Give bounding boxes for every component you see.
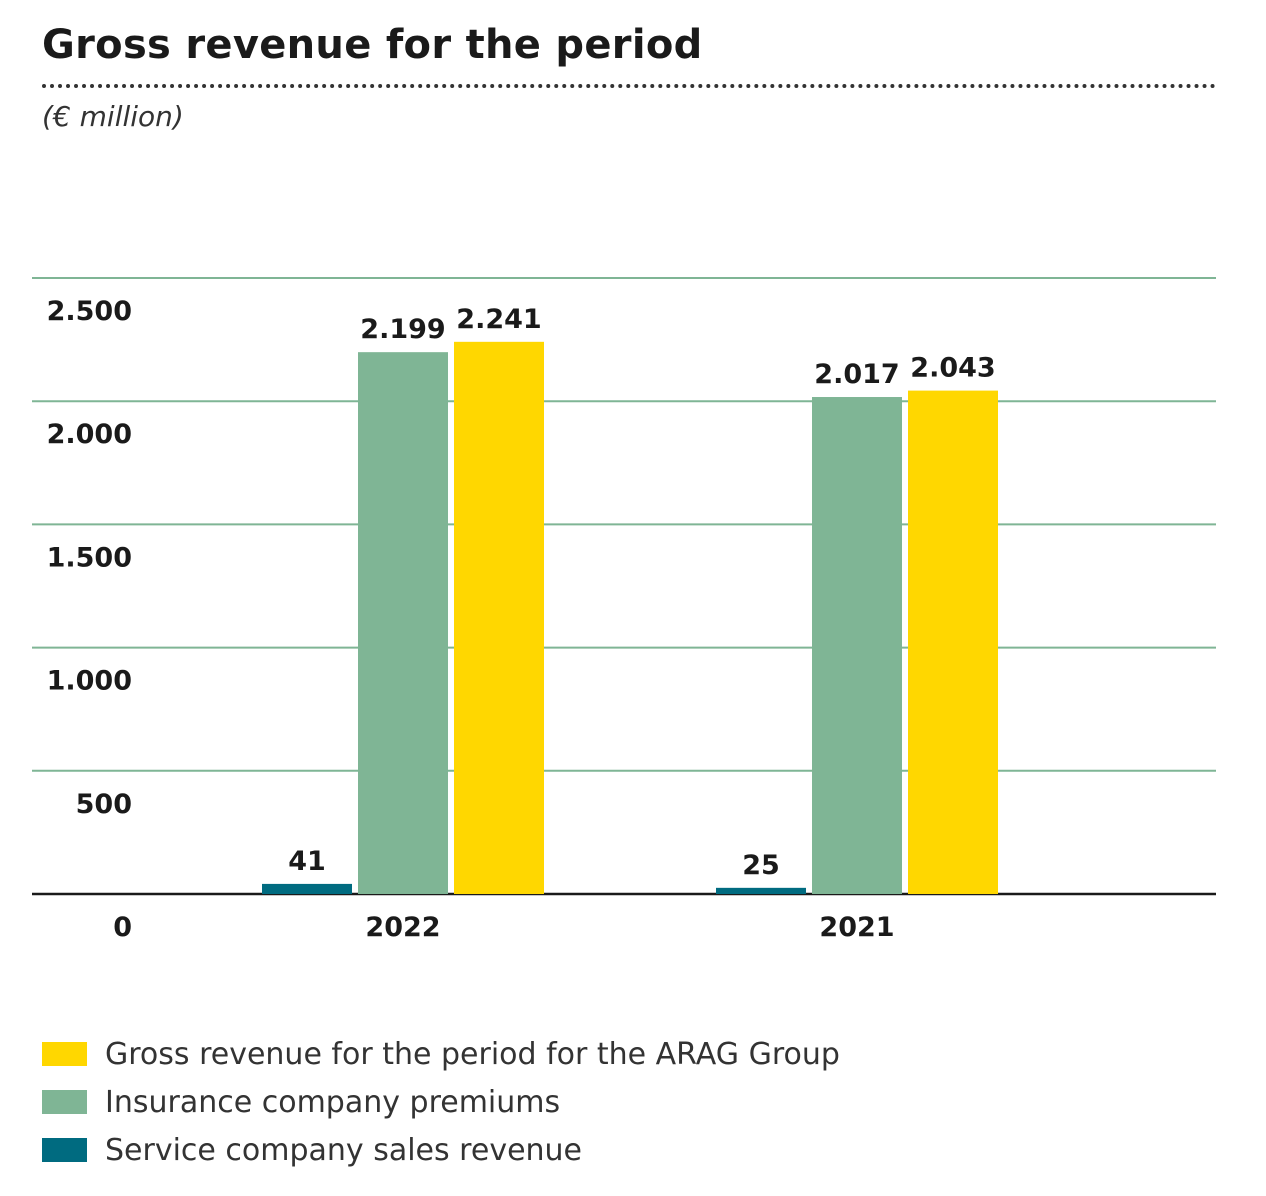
y-tick-label: 1.000 [47, 666, 132, 697]
legend-label: Service company sales revenue [105, 1132, 583, 1168]
legend-swatch [42, 1138, 87, 1162]
bar [716, 887, 806, 894]
legend-item: Insurance company premiums [42, 1078, 840, 1126]
legend-label: Insurance company premiums [105, 1084, 561, 1120]
bar [262, 883, 352, 894]
bar-value-label: 2.199 [360, 314, 445, 345]
chart-legend: Gross revenue for the period for the ARA… [42, 1030, 840, 1174]
bar [358, 352, 448, 895]
y-tick-label: 2.500 [47, 296, 132, 327]
legend-swatch [42, 1042, 87, 1066]
y-tick-label: 2.000 [47, 419, 132, 450]
bar-value-label: 41 [288, 846, 326, 877]
bar [812, 397, 902, 894]
y-tick-label: 1.500 [47, 542, 132, 573]
bar-chart: 0 500 1.000 1.500 2.000 2.500 41 2.199 2.241 2022… [32, 277, 1216, 943]
legend-item: Gross revenue for the period for the ARA… [42, 1030, 840, 1078]
bar-value-label: 2.241 [456, 304, 541, 335]
x-tick-label: 2022 [365, 912, 440, 943]
y-tick-label: 500 [76, 789, 132, 820]
bar-value-label: 2.043 [910, 353, 995, 384]
chart-subtitle-unit: (€ million) [42, 100, 184, 133]
legend-swatch [42, 1090, 87, 1114]
bar [908, 390, 998, 894]
legend-label: Gross revenue for the period for the ARA… [105, 1036, 840, 1072]
y-tick-label: 0 [113, 912, 132, 943]
chart-title: Gross revenue for the period [42, 22, 703, 68]
bar-value-label: 2.017 [814, 359, 899, 390]
x-tick-label: 2021 [819, 912, 894, 943]
legend-item: Service company sales revenue [42, 1126, 840, 1174]
title-dotted-divider [42, 84, 1216, 88]
bar [454, 341, 544, 894]
bar-value-label: 25 [742, 850, 780, 881]
